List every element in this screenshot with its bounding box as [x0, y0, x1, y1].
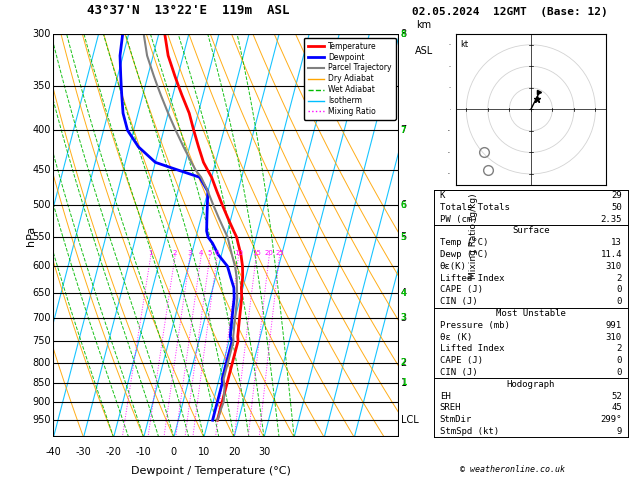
Text: Surface: Surface [512, 226, 550, 235]
Text: Mixing Ratio (g/kg): Mixing Ratio (g/kg) [469, 193, 477, 278]
Text: 650: 650 [33, 288, 51, 298]
Text: EH: EH [440, 392, 450, 400]
Text: Temp (°C): Temp (°C) [440, 238, 488, 247]
Text: 2: 2 [616, 345, 622, 353]
Text: 10: 10 [234, 250, 243, 256]
Text: 02.05.2024  12GMT  (Base: 12): 02.05.2024 12GMT (Base: 12) [412, 7, 608, 17]
Text: 5: 5 [401, 232, 407, 242]
Text: 4: 4 [401, 288, 407, 298]
Text: 900: 900 [33, 397, 51, 407]
Text: 6: 6 [215, 250, 220, 256]
Text: Pressure (mb): Pressure (mb) [440, 321, 509, 330]
Text: 30: 30 [258, 448, 270, 457]
Text: 1: 1 [401, 378, 407, 388]
Text: 10: 10 [198, 448, 210, 457]
Text: CAPE (J): CAPE (J) [440, 285, 483, 295]
Text: Most Unstable: Most Unstable [496, 309, 566, 318]
Text: -30: -30 [75, 448, 91, 457]
Text: Lifted Index: Lifted Index [440, 345, 504, 353]
Text: 6: 6 [401, 200, 407, 210]
Text: 400: 400 [33, 125, 51, 136]
Text: θε (K): θε (K) [440, 332, 472, 342]
Text: 299°: 299° [601, 415, 622, 424]
Text: Dewpoint / Temperature (°C): Dewpoint / Temperature (°C) [131, 466, 291, 476]
Text: Dewp (°C): Dewp (°C) [440, 250, 488, 259]
Text: CIN (J): CIN (J) [440, 368, 477, 377]
Text: 43°37'N  13°22'E  119m  ASL: 43°37'N 13°22'E 119m ASL [87, 4, 290, 17]
Text: 2: 2 [401, 358, 406, 367]
Text: 50: 50 [611, 203, 622, 212]
Text: Hodograph: Hodograph [507, 380, 555, 389]
Text: 25: 25 [275, 250, 284, 256]
Text: 11.4: 11.4 [601, 250, 622, 259]
Text: K: K [440, 191, 445, 200]
Text: 850: 850 [33, 378, 51, 388]
Text: 15: 15 [252, 250, 260, 256]
Text: 4: 4 [401, 289, 406, 297]
Text: 29: 29 [611, 191, 622, 200]
Text: 20: 20 [228, 448, 240, 457]
Text: 4: 4 [199, 250, 203, 256]
Text: CIN (J): CIN (J) [440, 297, 477, 306]
Text: SREH: SREH [440, 403, 461, 413]
Text: 52: 52 [611, 392, 622, 400]
Text: StmDir: StmDir [440, 415, 472, 424]
Text: 2.35: 2.35 [601, 214, 622, 224]
Text: 20: 20 [265, 250, 274, 256]
Text: 0: 0 [170, 448, 177, 457]
Text: 7: 7 [401, 126, 406, 135]
Text: 3: 3 [188, 250, 192, 256]
Text: 550: 550 [33, 232, 51, 242]
Text: kt: kt [460, 40, 468, 49]
Text: LCL: LCL [401, 415, 418, 425]
Text: 13: 13 [611, 238, 622, 247]
Text: CAPE (J): CAPE (J) [440, 356, 483, 365]
Text: 600: 600 [33, 261, 51, 271]
Text: km: km [416, 20, 431, 30]
Text: 700: 700 [33, 313, 51, 323]
Text: 310: 310 [606, 262, 622, 271]
Text: 2: 2 [616, 274, 622, 282]
Text: 500: 500 [33, 200, 51, 210]
Text: 450: 450 [33, 165, 51, 175]
Text: 6: 6 [401, 201, 406, 209]
Text: 9: 9 [616, 427, 622, 436]
Text: Lifted Index: Lifted Index [440, 274, 504, 282]
Text: 1: 1 [401, 379, 406, 387]
Text: 5: 5 [208, 250, 212, 256]
Text: 3: 3 [401, 313, 406, 322]
Text: 0: 0 [616, 297, 622, 306]
Text: -10: -10 [136, 448, 152, 457]
Text: -40: -40 [45, 448, 62, 457]
Text: 350: 350 [33, 81, 51, 91]
Text: 3: 3 [401, 313, 407, 323]
Text: 2: 2 [401, 358, 407, 367]
Text: 1: 1 [148, 250, 153, 256]
Text: 45: 45 [611, 403, 622, 413]
Text: 8: 8 [401, 29, 407, 39]
Text: 300: 300 [33, 29, 51, 39]
Text: PW (cm): PW (cm) [440, 214, 477, 224]
Text: ASL: ASL [415, 46, 433, 56]
Text: 0: 0 [616, 356, 622, 365]
Text: 0: 0 [616, 368, 622, 377]
Text: © weatheronline.co.uk: © weatheronline.co.uk [460, 465, 565, 474]
Text: 2: 2 [173, 250, 177, 256]
Text: 310: 310 [606, 332, 622, 342]
Legend: Temperature, Dewpoint, Parcel Trajectory, Dry Adiabat, Wet Adiabat, Isotherm, Mi: Temperature, Dewpoint, Parcel Trajectory… [304, 38, 396, 120]
Text: StmSpd (kt): StmSpd (kt) [440, 427, 499, 436]
Text: 991: 991 [606, 321, 622, 330]
Text: 950: 950 [33, 415, 51, 425]
Text: 7: 7 [401, 125, 407, 136]
Text: 0: 0 [616, 285, 622, 295]
Text: 5: 5 [401, 233, 406, 242]
Text: Totals Totals: Totals Totals [440, 203, 509, 212]
Text: 8: 8 [401, 30, 406, 38]
Text: 800: 800 [33, 358, 51, 367]
Text: 750: 750 [33, 336, 51, 346]
Text: θε(K): θε(K) [440, 262, 467, 271]
Text: hPa: hPa [26, 226, 36, 246]
Text: -20: -20 [106, 448, 121, 457]
